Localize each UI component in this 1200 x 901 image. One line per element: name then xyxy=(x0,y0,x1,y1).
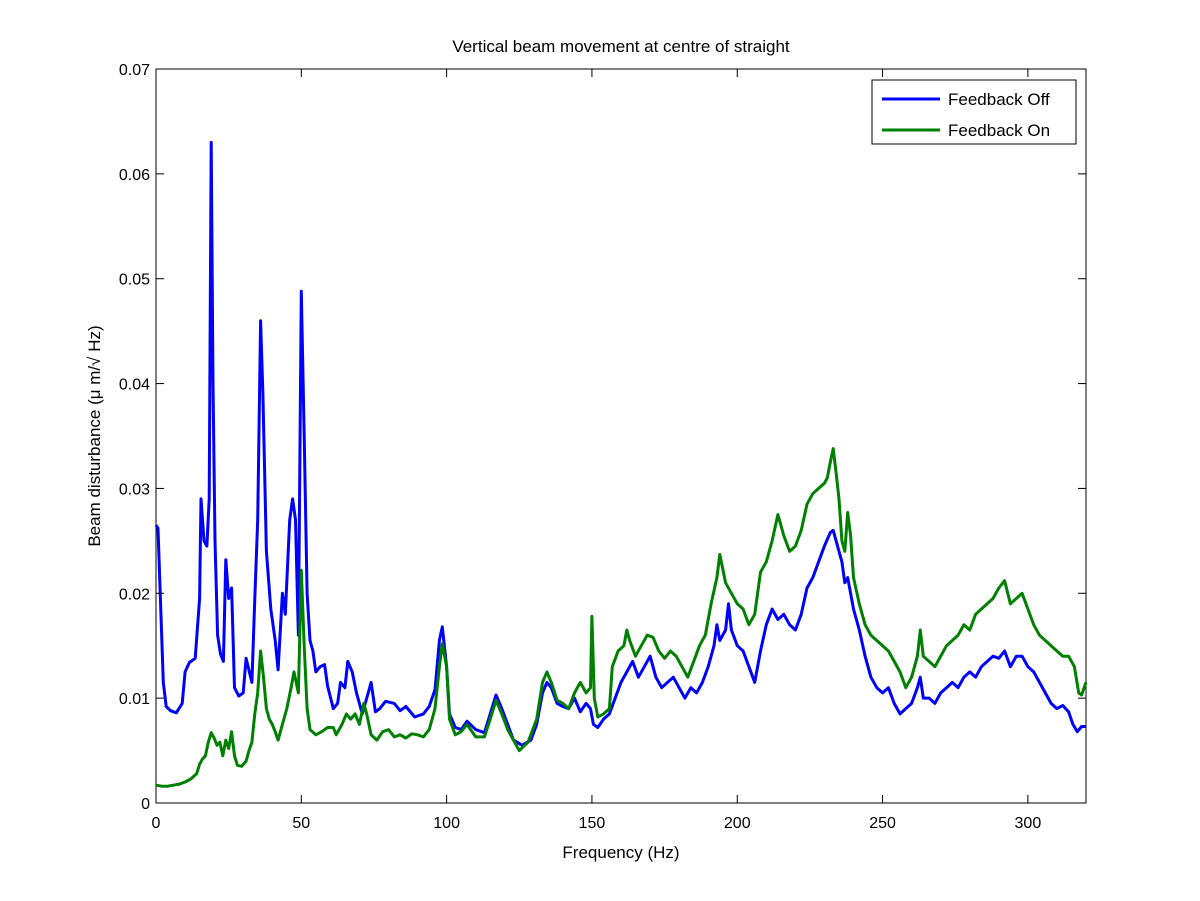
y-tick-label: 0.03 xyxy=(119,481,150,498)
x-tick-label: 300 xyxy=(1015,815,1042,832)
y-tick-label: 0.05 xyxy=(119,272,150,289)
x-tick-label: 0 xyxy=(152,815,161,832)
series-layer xyxy=(154,140,1088,788)
x-tick-label: 150 xyxy=(579,815,606,832)
legend-label-feedback-on: Feedback On xyxy=(948,121,1050,140)
y-tick-label: 0.07 xyxy=(119,62,150,79)
x-tick-label: 50 xyxy=(292,815,310,832)
plot-frame xyxy=(155,68,1087,804)
x-tick-label: 100 xyxy=(433,815,460,832)
y-tick-label: 0.04 xyxy=(119,377,150,394)
tick-layer: 0 50 100 150 200 250 300 0 0.01 0.02 0.03 0.04 0.05 0… xyxy=(119,62,1086,832)
legend: Feedback Off Feedback On xyxy=(871,79,1077,145)
chart-title: Vertical beam movement at centre of stra… xyxy=(452,37,790,56)
y-axis-label: Beam disturbance (μ m/√ Hz) xyxy=(85,325,104,546)
x-tick-label: 250 xyxy=(869,815,896,832)
x-axis-label: Frequency (Hz) xyxy=(562,843,679,862)
legend-box xyxy=(871,79,1077,145)
y-tick-label: 0.01 xyxy=(119,691,150,708)
y-tick-label: 0 xyxy=(141,796,150,813)
legend-label-feedback-off: Feedback Off xyxy=(948,90,1050,109)
y-tick-label: 0.02 xyxy=(119,586,150,603)
x-tick-label: 200 xyxy=(724,815,751,832)
series-line-feedback-on xyxy=(155,447,1088,788)
y-tick-label: 0.06 xyxy=(119,167,150,184)
plot-area: 0 50 100 150 200 250 300 0 0.01 0.02 0.03 0.04 0.05 0… xyxy=(119,62,1088,832)
